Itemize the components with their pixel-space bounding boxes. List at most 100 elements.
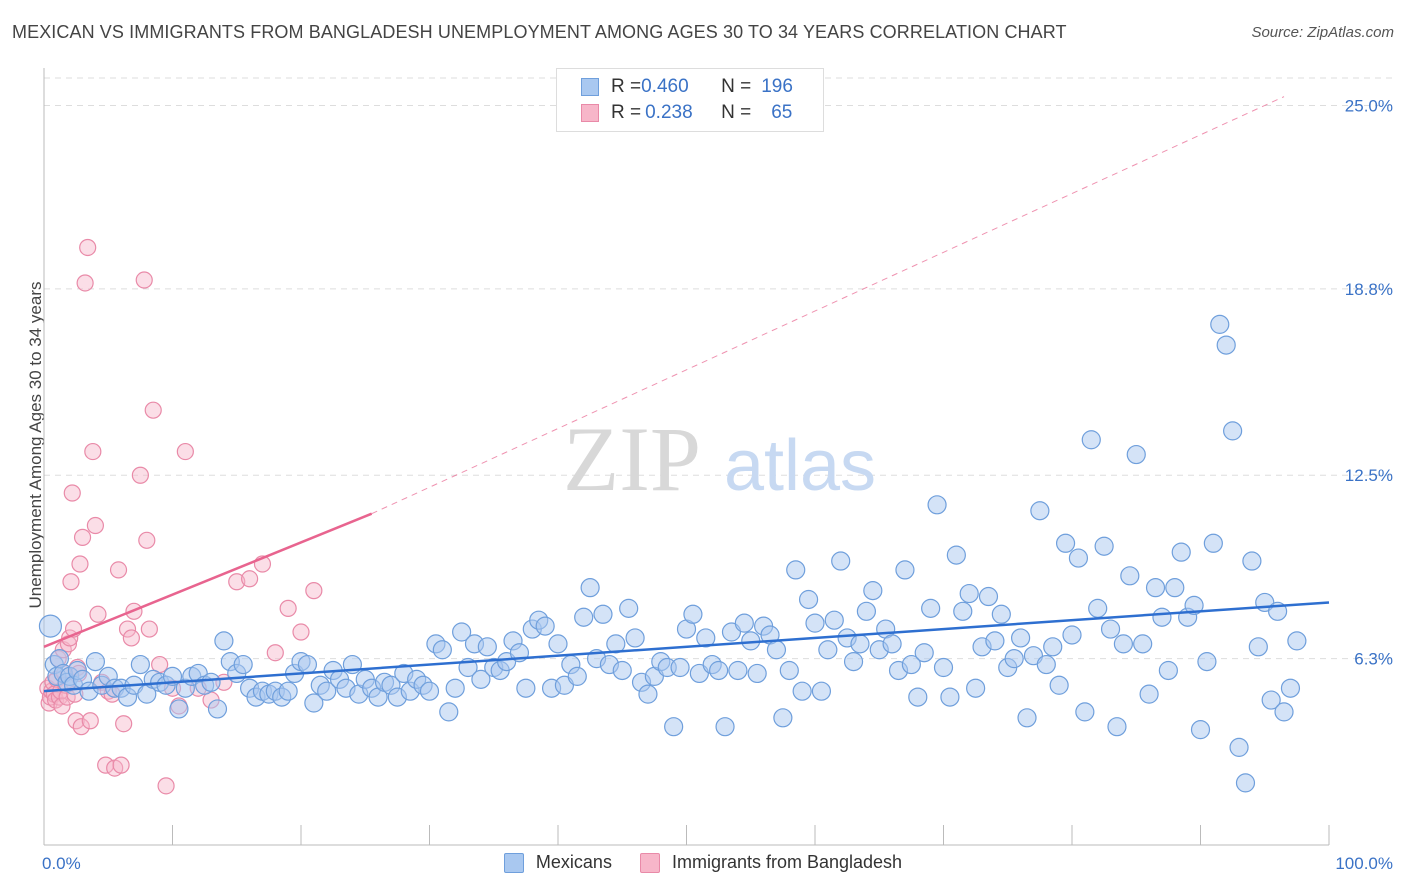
data-point-bangladesh: [292, 623, 310, 641]
data-point-mexicans: [85, 652, 106, 672]
data-point-mexicans: [715, 717, 735, 737]
data-point-mexicans: [779, 660, 799, 681]
data-point-bangladesh: [62, 573, 80, 591]
data-point-mexicans: [959, 583, 979, 604]
data-point-mexicans: [38, 614, 63, 638]
data-point-bangladesh: [138, 531, 156, 549]
data-point-mexicans: [921, 598, 941, 618]
legend-r-value: 0.460: [641, 76, 689, 97]
data-point-mexicans: [304, 693, 324, 713]
data-point-mexicans: [850, 634, 870, 654]
data-point-bangladesh: [241, 570, 259, 588]
legend-n-value: 196: [761, 76, 793, 97]
legend-n-label: N =: [721, 102, 752, 123]
data-point-mexicans: [1088, 598, 1108, 618]
data-point-mexicans: [1145, 578, 1166, 598]
data-point-mexicans: [985, 631, 1005, 651]
data-point-bangladesh: [81, 712, 99, 730]
data-point-mexicans: [452, 622, 472, 642]
data-point-mexicans: [574, 607, 594, 627]
data-point-mexicans: [728, 660, 748, 681]
data-point-mexicans: [419, 681, 440, 701]
legend-swatch-bangladesh: [581, 104, 599, 122]
data-point-mexicans: [1094, 536, 1114, 556]
data-point-mexicans: [580, 578, 600, 598]
data-point-bangladesh: [89, 605, 107, 623]
data-point-mexicans: [908, 687, 928, 707]
data-point-mexicans: [863, 581, 883, 601]
data-point-mexicans: [214, 631, 234, 651]
data-point-mexicans: [773, 708, 793, 728]
data-point-mexicans: [1197, 652, 1217, 672]
data-point-mexicans: [201, 672, 221, 692]
data-point-mexicans: [1184, 595, 1204, 616]
data-point-bangladesh: [266, 644, 284, 662]
legend-n-value: 65: [771, 102, 793, 123]
legend-label-bangladesh: Immigrants from Bangladesh: [671, 852, 903, 872]
data-point-mexicans: [696, 628, 716, 648]
watermark-atlas: atlas: [724, 426, 876, 506]
data-point-bangladesh: [279, 599, 297, 617]
data-point-mexicans: [786, 560, 806, 580]
data-point-bangladesh: [76, 274, 94, 292]
data-point-mexicans: [1004, 649, 1024, 669]
data-point-mexicans: [1223, 421, 1243, 441]
data-point-mexicans: [445, 678, 465, 698]
x-tick-label-max: 100.0%: [1335, 854, 1393, 873]
y-tick-label: 18.8%: [1345, 280, 1393, 299]
data-point-mexicans: [1030, 501, 1050, 521]
data-point-bangladesh: [118, 620, 137, 638]
data-point-mexicans: [477, 637, 497, 657]
trend-line-bangladesh: [43, 512, 373, 648]
legend-row-bangladesh: R = 0.238 N = 65: [581, 102, 792, 124]
legend-n-label: N =: [721, 76, 752, 97]
data-point-mexicans: [278, 681, 298, 701]
data-point-mexicans: [1190, 720, 1211, 740]
data-point-bangladesh: [228, 573, 246, 591]
data-point-bangladesh: [122, 629, 140, 647]
data-point-bangladesh: [72, 718, 90, 736]
data-point-mexicans: [664, 717, 684, 737]
data-point-mexicans: [940, 687, 960, 707]
data-point-mexicans: [978, 586, 999, 607]
watermark: ZIP atlas: [563, 408, 876, 510]
legend-swatch-bangladesh: [639, 852, 660, 873]
data-point-mexicans: [927, 495, 947, 515]
data-point-mexicans: [1120, 566, 1140, 586]
data-point-mexicans: [1126, 444, 1146, 465]
legend-row-mexicans: R = 0.460 N = 196: [581, 76, 793, 98]
data-point-mexicans: [747, 663, 767, 684]
data-point-bangladesh: [131, 466, 149, 484]
legend-r-label: R =: [611, 102, 642, 123]
data-point-mexicans: [1010, 628, 1031, 648]
data-point-mexicans: [1274, 702, 1294, 722]
y-tick-label: 6.3%: [1354, 650, 1393, 669]
data-point-mexicans: [1242, 551, 1262, 571]
data-point-mexicans: [1229, 737, 1249, 757]
data-point-mexicans: [619, 598, 639, 618]
data-point-bangladesh: [176, 442, 194, 461]
data-point-mexicans: [432, 640, 452, 660]
data-point-mexicans: [233, 654, 253, 675]
data-point-mexicans: [933, 657, 954, 678]
data-point-bangladesh: [135, 271, 153, 289]
data-point-mexicans: [966, 678, 986, 698]
data-point-mexicans: [1075, 702, 1095, 722]
data-point-mexicans: [1113, 634, 1134, 654]
data-point-bangladesh: [73, 528, 92, 546]
data-point-bangladesh: [71, 555, 89, 573]
data-point-mexicans: [953, 601, 973, 621]
data-point-mexicans: [1248, 637, 1268, 657]
legend-swatch-mexicans: [581, 78, 599, 96]
data-point-bangladesh: [140, 620, 158, 638]
data-point-mexicans: [1235, 773, 1256, 793]
data-point-bangladesh: [79, 238, 97, 257]
data-point-mexicans: [683, 604, 703, 624]
tick-labels: 6.3% 12.5% 18.8% 25.0% 0.0% 100.0%: [42, 96, 1393, 873]
data-point-mexicans: [612, 660, 632, 681]
data-point-mexicans: [1036, 654, 1056, 675]
data-point-mexicans: [901, 654, 921, 675]
y-tick-label: 12.5%: [1345, 466, 1393, 485]
data-point-mexicans: [593, 604, 613, 624]
